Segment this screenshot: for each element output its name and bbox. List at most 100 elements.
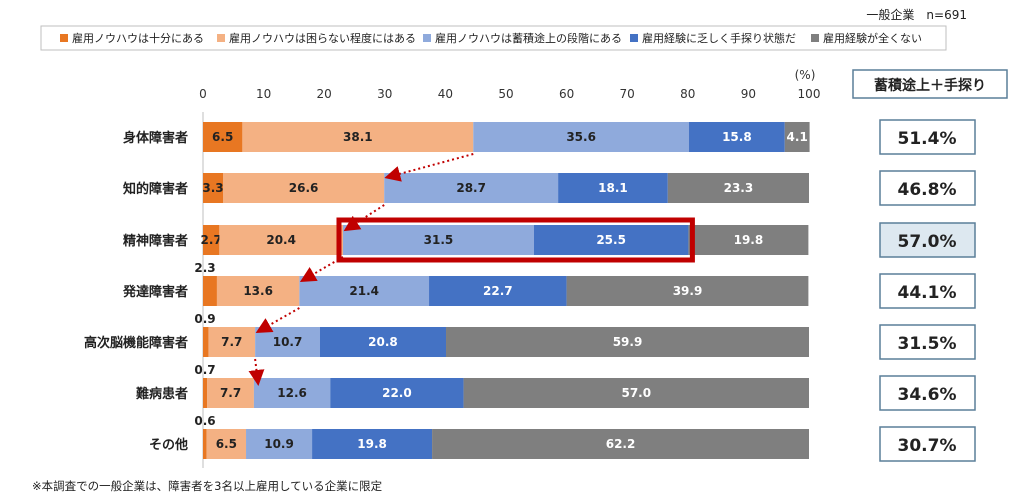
data-label: 0.6	[194, 414, 215, 428]
bar-segment	[473, 122, 690, 152]
data-label: 22.0	[382, 386, 412, 400]
bar-segment	[216, 276, 300, 306]
summary-value-box	[879, 119, 976, 155]
summary-value: 51.4%	[898, 129, 957, 149]
summary-value-box	[879, 324, 976, 360]
summary-value: 44.1%	[898, 283, 957, 303]
legend-swatch	[630, 34, 638, 42]
summary-value-box	[879, 170, 976, 206]
data-label: 38.1	[343, 130, 373, 144]
bar-segment	[446, 327, 809, 357]
bar-segment	[463, 378, 809, 408]
data-label: 21.4	[349, 284, 379, 298]
bar-segment	[688, 225, 809, 255]
summary-value: 30.7%	[898, 436, 957, 456]
trend-arrow	[343, 204, 385, 232]
summary-value-box	[879, 222, 976, 258]
axis-unit-label: (%)	[795, 68, 816, 82]
summary-header-box	[852, 69, 1008, 99]
bar-segment	[299, 276, 430, 306]
sample-size-label: 一般企業 n=691	[866, 8, 967, 22]
legend-swatch	[811, 34, 819, 42]
bar-segment	[207, 378, 254, 408]
data-label: 2.7	[201, 233, 222, 247]
data-label: 18.1	[598, 181, 628, 195]
legend-label: 雇用ノウハウは十分にある	[72, 31, 204, 45]
summary-value: 31.5%	[898, 334, 957, 354]
summary-value-box	[879, 426, 976, 462]
bar-segment	[242, 122, 474, 152]
data-label: 39.9	[673, 284, 703, 298]
data-label: 6.5	[216, 437, 237, 451]
category-label: 高次脳機能障害者	[84, 335, 188, 351]
data-label: 15.8	[722, 130, 752, 144]
category-label: 身体障害者	[123, 130, 188, 146]
summary-value: 34.6%	[898, 385, 957, 405]
data-label: 59.9	[613, 335, 643, 349]
data-label: 2.3	[194, 261, 215, 275]
data-label: 10.7	[273, 335, 303, 349]
data-label: 23.3	[724, 181, 754, 195]
data-label: 19.8	[734, 233, 764, 247]
bar-segment	[208, 327, 256, 357]
data-label: 22.7	[483, 284, 513, 298]
category-label: その他	[149, 437, 188, 453]
legend-swatch	[60, 34, 68, 42]
summary-header: 蓄積途上＋手探り	[874, 77, 986, 94]
x-tick-label: 20	[317, 87, 332, 101]
x-tick-label: 70	[620, 87, 635, 101]
data-label: 31.5	[424, 233, 454, 247]
bar-segment	[784, 122, 810, 152]
bar-segment	[203, 173, 223, 203]
x-tick-label: 100	[798, 87, 821, 101]
data-label: 0.9	[194, 312, 215, 326]
x-tick-label: 50	[498, 87, 513, 101]
bar-segment	[219, 225, 343, 255]
legend-label: 雇用経験が全くない	[823, 31, 922, 45]
data-label: 7.7	[221, 335, 242, 349]
summary-value: 46.8%	[898, 180, 957, 200]
bar-segment	[432, 429, 809, 459]
data-label: 0.7	[194, 363, 215, 377]
data-label: 10.9	[264, 437, 294, 451]
legend-label: 雇用ノウハウは蓄積途上の段階にある	[435, 31, 622, 45]
bar-segment	[429, 276, 567, 306]
x-tick-label: 60	[559, 87, 574, 101]
data-label: 3.3	[202, 181, 223, 195]
data-label: 62.2	[606, 437, 636, 451]
highlight-box	[336, 217, 695, 263]
legend-label: 雇用経験に乏しく手探り状態だ	[642, 31, 796, 45]
bar-segment	[319, 327, 447, 357]
x-tick-label: 90	[741, 87, 756, 101]
bar-segment	[384, 173, 559, 203]
data-label: 28.7	[456, 181, 486, 195]
bar-segment	[203, 122, 243, 152]
x-tick-label: 30	[377, 87, 392, 101]
bar-segment	[246, 429, 313, 459]
summary-value-box	[879, 273, 976, 309]
legend-label: 雇用ノウハウは困らない程度にはある	[229, 31, 416, 45]
data-label: 57.0	[621, 386, 651, 400]
data-label: 7.7	[220, 386, 241, 400]
data-label: 20.8	[368, 335, 398, 349]
trend-arrow	[248, 358, 265, 386]
category-label: 知的障害者	[123, 181, 188, 197]
bar-segment	[203, 378, 208, 408]
data-label: 6.5	[212, 130, 233, 144]
legend-box	[40, 25, 947, 51]
category-label: 精神障害者	[123, 233, 188, 249]
legend-swatch	[217, 34, 225, 42]
bar-segment	[206, 429, 247, 459]
bar-segment	[566, 276, 809, 306]
bar-segment	[558, 173, 668, 203]
bar-segment	[203, 276, 217, 306]
bar-segment	[533, 225, 689, 255]
bar-segment	[667, 173, 809, 203]
data-label: 19.8	[357, 437, 387, 451]
bar-segment	[689, 122, 785, 152]
summary-value: 57.0%	[898, 232, 957, 252]
data-label: 35.6	[566, 130, 596, 144]
legend-swatch	[423, 34, 431, 42]
